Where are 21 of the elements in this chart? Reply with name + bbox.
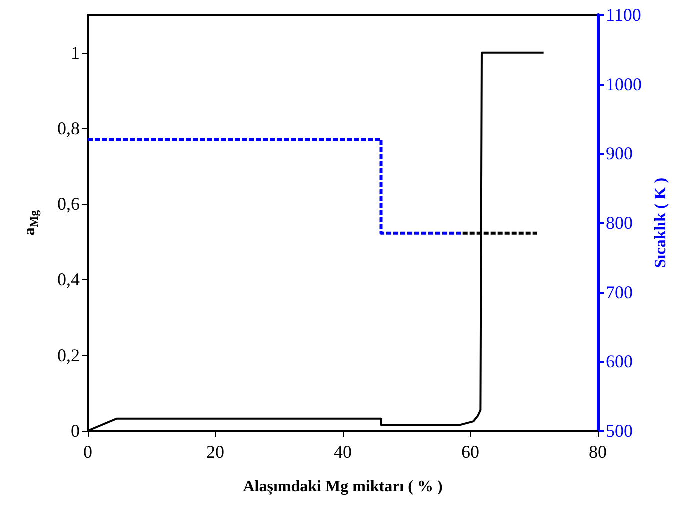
x-axis-title: Alaşımdaki Mg miktarı ( % ): [243, 478, 443, 496]
y-axis-title: aMg: [22, 210, 41, 236]
y2-tick-label: 800: [606, 213, 633, 233]
y-tick-label: 0,8: [58, 118, 80, 138]
x-tick-label: 20: [206, 442, 224, 462]
y-tick-label: 0,2: [58, 345, 80, 366]
y2-tick-label: 700: [606, 282, 633, 302]
y-tick-label: 0,4: [58, 270, 80, 290]
y-tick-label: 0,6: [58, 194, 80, 214]
x-tick-label: 0: [84, 442, 92, 462]
x-tick-label: 80: [589, 442, 607, 462]
y2-tick-label: 1000: [606, 74, 642, 94]
y2-axis-title: Sıcaklık ( K ): [652, 178, 670, 268]
x-tick-label: 40: [334, 442, 352, 462]
y2-tick-label: 1100: [606, 5, 642, 25]
y2-tick-label: 900: [606, 144, 633, 164]
y-tick-label: 0: [71, 421, 80, 441]
y-tick-label: 1: [71, 42, 80, 63]
x-tick-label: 60: [462, 442, 480, 462]
y2-tick-label: 500: [606, 421, 633, 441]
y2-tick-label: 600: [606, 352, 633, 372]
